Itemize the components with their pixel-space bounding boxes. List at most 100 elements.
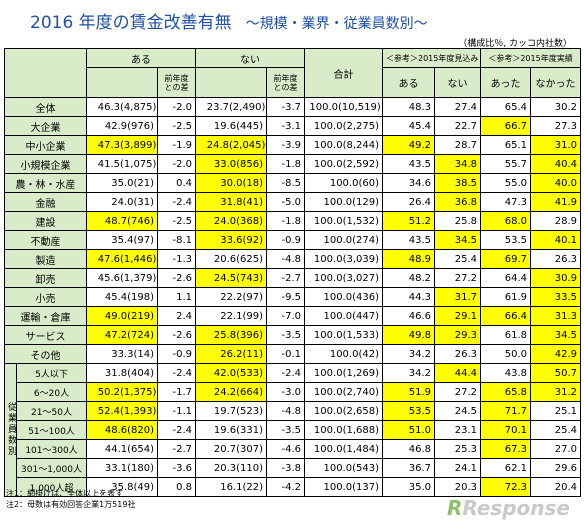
table-row: 従業員数別 5人以下 31.8(404) -2.4 42.0(533) -2.4 100.0… [4, 363, 582, 497]
header-nai-diff: 前年度 との差 [266, 67, 305, 98]
cell-mikomi-nai: 23.1 [433, 420, 482, 440]
row-label: サービス [4, 325, 87, 345]
cell-jisseki-atta: 66.7 [480, 116, 532, 136]
header-jisseki-nakatta: なかった [530, 67, 582, 98]
cell-aru-diff: -3.6 [157, 458, 196, 478]
cell-total: 100.0(3,039) [304, 249, 383, 269]
table-row: 農・林・水産 35.0(21) 0.4 30.0(18) -8.5 100.0(60) 34… [4, 173, 582, 193]
table-row: 建設 48.7(746) -2.5 24.0(368) -1.8 100.0(1,532)… [4, 211, 582, 231]
header-ref-mikomi: ＜参考＞2015年度見込み [381, 48, 482, 68]
cell-jisseki-nakatta: 20.4 [530, 477, 582, 497]
cell-aru-diff: -2.4 [157, 192, 196, 212]
row-label: 21～50人 [16, 401, 87, 421]
header-mikomi-nai: ない [433, 67, 482, 98]
cell-nai-diff: -5.0 [266, 192, 305, 212]
cell-nai: 24.2(664) [195, 382, 267, 402]
cell-jisseki-nakatta: 25.4 [530, 420, 582, 440]
header-aru: ある [86, 48, 196, 68]
cell-mikomi-aru: 44.3 [382, 287, 435, 307]
table-row: 不動産 35.4(97) -8.1 33.6(92) -0.9 100.0(274) 43.… [4, 230, 582, 250]
cell-mikomi-nai: 27.2 [433, 382, 482, 402]
cell-aru-diff: -2.4 [157, 363, 196, 383]
cell-nai: 22.1(99) [195, 306, 267, 326]
cell-nai: 30.0(18) [195, 173, 267, 193]
table-row: 301～1,000人 33.1(180) -3.6 20.3(110) -3.8 100.… [5, 458, 582, 478]
cell-aru: 35.0(21) [86, 173, 158, 193]
cell-jisseki-nakatta: 26.3 [530, 249, 582, 269]
cell-aru-diff: -2.4 [157, 420, 196, 440]
wage-improvement-table: ある ない 合計 ＜参考＞2015年度見込み ＜参考＞2015年度実績 前年度と… [4, 48, 582, 497]
cell-jisseki-atta: 68.0 [480, 211, 532, 231]
cell-aru-diff: -2.5 [157, 211, 196, 231]
cell-total: 100.0(2,740) [304, 382, 383, 402]
cell-aru-diff: -8.1 [157, 230, 196, 250]
cell-total: 100.0(137) [304, 477, 383, 497]
cell-total: 100.0(2,275) [304, 116, 383, 136]
cell-aru-diff: -1.1 [157, 401, 196, 421]
cell-total: 100.0(274) [304, 230, 383, 250]
row-label: 51～100人 [16, 420, 87, 440]
cell-aru: 41.5(1,075) [86, 154, 158, 174]
table-row: 6～20人 50.2(1,375) -1.7 24.2(664) -3.0 100.0(2… [5, 382, 582, 402]
row-label: その他 [4, 344, 87, 364]
cell-nai: 22.2(97) [195, 287, 267, 307]
cell-aru-diff: -2.0 [157, 154, 196, 174]
cell-jisseki-nakatta: 40.4 [530, 154, 582, 174]
cell-aru: 49.0(219) [86, 306, 158, 326]
table-row: 大企業 42.9(976) -2.5 19.6(445) -3.1 100.0(2,275… [4, 116, 582, 136]
row-label: 全体 [4, 97, 87, 117]
cell-nai-diff: -4.2 [266, 477, 305, 497]
row-label: 中小企業 [4, 135, 87, 155]
row-label: 大企業 [4, 116, 87, 136]
cell-mikomi-aru: 48.9 [382, 249, 435, 269]
cell-mikomi-nai: 22.7 [433, 116, 482, 136]
table-row: 卸売 45.6(1,379) -2.6 24.5(743) -2.7 100.0(3,02… [4, 268, 582, 288]
cell-total: 100.0(1,533) [304, 325, 383, 345]
row-label: 小売 [4, 287, 87, 307]
cell-mikomi-nai: 34.5 [433, 230, 482, 250]
cell-mikomi-nai: 25.8 [433, 211, 482, 231]
cell-nai: 31.8(41) [195, 192, 267, 212]
cell-aru: 42.9(976) [86, 116, 158, 136]
cell-mikomi-aru: 46.8 [382, 439, 435, 459]
cell-nai-diff: -8.5 [266, 173, 305, 193]
cell-aru: 48.7(746) [86, 211, 158, 231]
cell-nai-diff: -4.6 [266, 439, 305, 459]
header-total: 合計 [304, 48, 383, 98]
cell-aru-diff: -1.3 [157, 249, 196, 269]
cell-aru: 45.4(198) [86, 287, 158, 307]
cell-jisseki-nakatta: 31.2 [530, 382, 582, 402]
cell-aru: 35.8(49) [86, 477, 158, 497]
cell-aru-diff: -1.7 [157, 382, 196, 402]
cell-total: 100.0(1,532) [304, 211, 383, 231]
table-row: サービス 47.2(724) -2.6 25.8(396) -3.5 100.0(1,53… [4, 325, 582, 345]
cell-jisseki-atta: 66.4 [480, 306, 532, 326]
cell-jisseki-atta: 55.7 [480, 154, 532, 174]
cell-jisseki-nakatta: 33.5 [530, 287, 582, 307]
row-label: 5人以下 [16, 363, 87, 383]
table-body: 全体 46.3(4,875) -2.0 23.7(2,490) -3.7 100.0(10… [4, 97, 582, 497]
cell-total: 100.0(60) [304, 173, 383, 193]
row-label: 金融 [4, 192, 87, 212]
cell-aru-diff: -2.7 [157, 439, 196, 459]
cell-nai-diff: -1.8 [266, 211, 305, 231]
table-row: 製造 47.6(1,446) -1.3 20.6(625) -4.8 100.0(3,03… [4, 249, 582, 269]
row-label: 卸売 [4, 268, 87, 288]
cell-nai: 19.7(523) [195, 401, 267, 421]
cell-nai: 20.6(625) [195, 249, 267, 269]
cell-aru-diff: -0.9 [157, 344, 196, 364]
cell-mikomi-nai: 28.7 [433, 135, 482, 155]
cell-total: 100.0(1,269) [304, 363, 383, 383]
cell-nai-diff: -4.8 [266, 401, 305, 421]
cell-jisseki-nakatta: 40.1 [530, 230, 582, 250]
table-row: 51～100人 48.6(820) -2.4 19.6(331) -3.5 100.0(1… [5, 420, 582, 440]
header-jisseki-atta: あった [480, 67, 532, 98]
cell-mikomi-nai: 29.3 [433, 325, 482, 345]
table-row: 全体 46.3(4,875) -2.0 23.7(2,490) -3.7 100.0(10… [4, 97, 582, 117]
table-row: その他 33.3(14) -0.9 26.2(11) -0.1 100.0(42) 34.2… [4, 344, 582, 364]
cell-mikomi-nai: 20.3 [433, 477, 482, 497]
cell-aru-diff: -2.6 [157, 268, 196, 288]
cell-jisseki-atta: 43.8 [480, 363, 532, 383]
row-label: 6～20人 [16, 382, 87, 402]
cell-jisseki-nakatta: 25.1 [530, 401, 582, 421]
